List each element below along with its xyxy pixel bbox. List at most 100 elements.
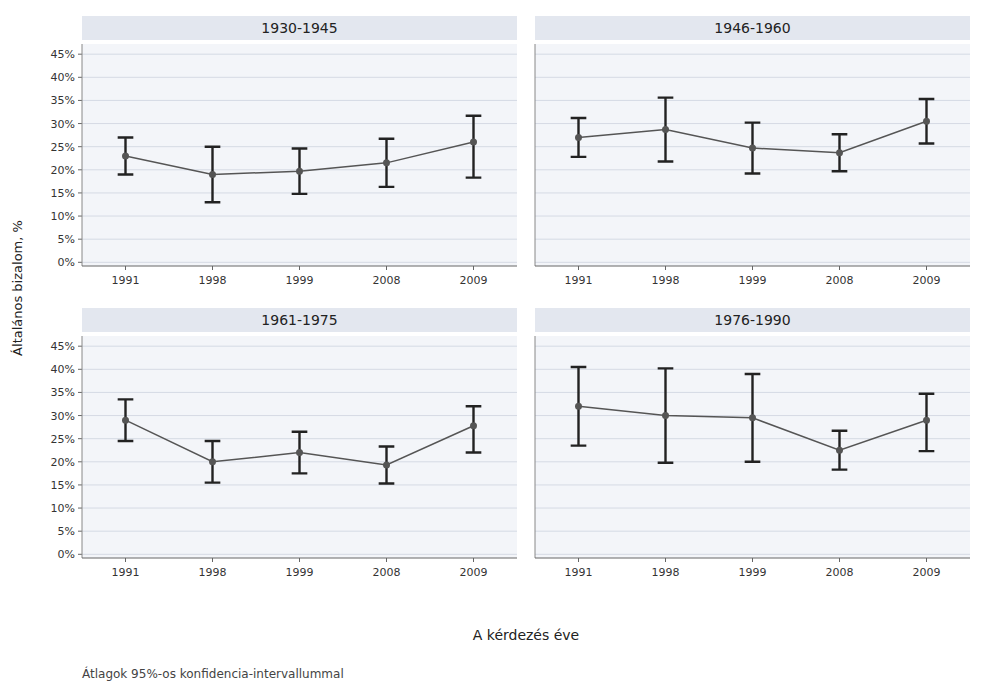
mean-marker <box>296 168 303 175</box>
x-tick-label: 2008 <box>373 566 401 579</box>
x-tick <box>926 558 927 562</box>
x-tick <box>125 558 126 562</box>
x-tick <box>386 266 387 270</box>
grid-line <box>535 54 970 55</box>
panel-title: 1976-1990 <box>714 312 790 328</box>
grid-line <box>82 123 517 124</box>
x-tick <box>299 558 300 562</box>
mean-marker <box>209 171 216 178</box>
x-tick-label: 2009 <box>913 274 941 287</box>
panel-header <box>535 308 970 332</box>
mean-marker <box>470 422 477 429</box>
x-tick <box>212 266 213 270</box>
x-tick-label: 2009 <box>460 274 488 287</box>
panel: 1946-196019911998199920082009 <box>535 16 970 287</box>
x-tick <box>578 558 579 562</box>
grid-line <box>535 554 970 555</box>
x-tick <box>473 266 474 270</box>
x-tick <box>665 266 666 270</box>
y-tick <box>78 192 82 193</box>
x-tick-label: 1991 <box>112 274 140 287</box>
error-bar <box>292 432 308 474</box>
y-tick-label: 5% <box>58 525 75 538</box>
mean-marker <box>923 118 930 125</box>
mean-marker <box>923 417 930 424</box>
error-bar <box>292 149 308 194</box>
panel: 1961-19750%5%10%15%20%25%30%35%40%45%199… <box>51 308 517 579</box>
y-axis-label: Általános bizalom, % <box>10 220 25 356</box>
y-tick-label: 10% <box>51 210 75 223</box>
x-tick-label: 1991 <box>565 566 593 579</box>
y-tick <box>78 484 82 485</box>
error-bar <box>658 98 674 162</box>
mean-marker <box>662 412 669 419</box>
grid-line <box>82 554 517 555</box>
y-tick-label: 45% <box>51 340 75 353</box>
y-tick-label: 0% <box>58 256 75 269</box>
grid-line <box>535 531 970 532</box>
x-tick <box>926 266 927 270</box>
mean-marker <box>470 139 477 146</box>
mean-marker <box>749 414 756 421</box>
y-tick-label: 15% <box>51 187 75 200</box>
grid-line <box>82 531 517 532</box>
error-bar <box>745 374 761 462</box>
grid-line <box>535 369 970 370</box>
y-tick-label: 15% <box>51 479 75 492</box>
mean-marker <box>122 417 129 424</box>
y-tick-label: 45% <box>51 48 75 61</box>
error-bar <box>205 441 221 483</box>
x-tick <box>665 558 666 562</box>
y-tick-label: 20% <box>51 164 75 177</box>
error-bar <box>379 139 395 187</box>
error-bar <box>379 447 395 484</box>
x-tick-label: 2008 <box>826 274 854 287</box>
error-bar <box>466 116 482 178</box>
data-layer <box>571 367 935 470</box>
y-tick <box>78 169 82 170</box>
panel-title: 1946-1960 <box>714 20 790 36</box>
x-tick <box>578 266 579 270</box>
y-tick <box>78 239 82 240</box>
y-tick <box>78 438 82 439</box>
error-bar <box>205 147 221 203</box>
x-tick-label: 1991 <box>565 274 593 287</box>
grid-line <box>535 77 970 78</box>
mean-marker <box>575 403 582 410</box>
y-tick <box>78 369 82 370</box>
mean-marker <box>836 149 843 156</box>
grid-line <box>82 508 517 509</box>
grid-line <box>535 100 970 101</box>
panel: 1976-1990 1991 1998 1999 2008 2009 <box>535 308 970 579</box>
x-tick-label: 1999 <box>739 566 767 579</box>
x-tick-label: 2009 <box>913 566 941 579</box>
grid-line <box>82 239 517 240</box>
error-bar <box>118 399 134 441</box>
panel-header <box>82 308 517 332</box>
y-axis <box>535 336 536 558</box>
y-axis <box>535 44 536 266</box>
y-tick <box>78 262 82 263</box>
x-tick <box>839 266 840 270</box>
error-bar <box>832 134 848 171</box>
x-tick-label: 1999 <box>739 274 767 287</box>
data-layer <box>118 116 482 202</box>
mean-marker <box>662 126 669 133</box>
mean-marker <box>122 152 129 159</box>
x-tick-label: 2008 <box>826 566 854 579</box>
grid-line <box>535 192 970 193</box>
x-tick-label: 1998 <box>652 566 680 579</box>
plot-area <box>82 336 517 558</box>
chart: 1930-19450%5%10%15%20%25%30%35%40%45%199… <box>0 0 985 695</box>
mean-marker <box>296 449 303 456</box>
grid-line <box>535 239 970 240</box>
x-tick <box>299 266 300 270</box>
mean-marker <box>575 134 582 141</box>
x-tick <box>752 558 753 562</box>
grid-line <box>535 346 970 347</box>
y-tick <box>78 216 82 217</box>
x-tick-label: 1998 <box>199 566 227 579</box>
mean-marker <box>383 159 390 166</box>
plot-area <box>82 44 517 266</box>
y-tick-label: 0% <box>58 548 75 561</box>
